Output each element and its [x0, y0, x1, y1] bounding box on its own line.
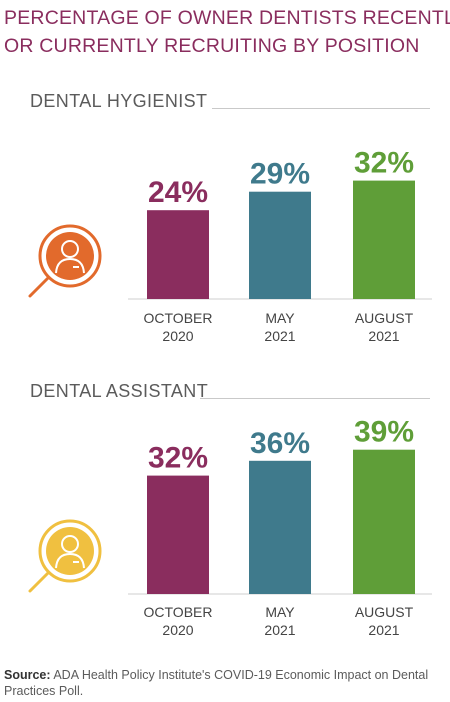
bar	[147, 475, 209, 594]
category-label: OCTOBER	[144, 604, 213, 620]
dentist-body-icon	[55, 257, 85, 274]
magnifier-handle-icon	[28, 276, 50, 298]
magnifier-handle-icon	[28, 571, 50, 593]
source-note: Source: ADA Health Policy Institute's CO…	[4, 667, 444, 699]
data-label: 39%	[354, 416, 414, 449]
category-label: 2020	[162, 328, 193, 344]
category-label: AUGUST	[355, 604, 414, 620]
bar	[249, 191, 311, 299]
title-line-1: PERCENTAGE OF OWNER DENTISTS RECENTLY	[4, 7, 450, 29]
dentist-head-icon	[61, 535, 79, 553]
data-label: 32%	[148, 442, 208, 475]
category-label: OCTOBER	[144, 310, 213, 326]
chart-title: PERCENTAGE OF OWNER DENTISTS RECENTLY OR…	[4, 4, 450, 60]
panel-divider	[212, 108, 430, 109]
source-text: ADA Health Policy Institute's COVID-19 E…	[4, 668, 429, 698]
category-label: 2021	[264, 622, 295, 638]
source-label: Source:	[4, 668, 51, 682]
category-label: 2021	[264, 328, 295, 344]
category-label: AUGUST	[355, 310, 414, 326]
category-label: MAY	[265, 604, 295, 620]
panel-title-hygienist: DENTAL HYGIENIST	[30, 91, 208, 111]
data-label: 24%	[148, 176, 208, 209]
dentist-head-icon	[61, 240, 79, 258]
data-label: 32%	[354, 147, 414, 180]
title-line-2: OR CURRENTLY RECRUITING BY POSITION	[4, 35, 420, 57]
data-label: 36%	[250, 427, 310, 460]
category-label: 2021	[368, 622, 399, 638]
data-label: 29%	[250, 158, 310, 191]
category-label: 2020	[162, 622, 193, 638]
panel-divider	[200, 398, 430, 399]
bar	[353, 180, 415, 299]
category-label: 2021	[368, 328, 399, 344]
panel-title-assistant: DENTAL ASSISTANT	[30, 381, 209, 401]
category-label: MAY	[265, 310, 295, 326]
bar	[353, 449, 415, 594]
dentist-body-icon	[55, 552, 85, 569]
bar	[147, 210, 209, 299]
bar	[249, 460, 311, 594]
